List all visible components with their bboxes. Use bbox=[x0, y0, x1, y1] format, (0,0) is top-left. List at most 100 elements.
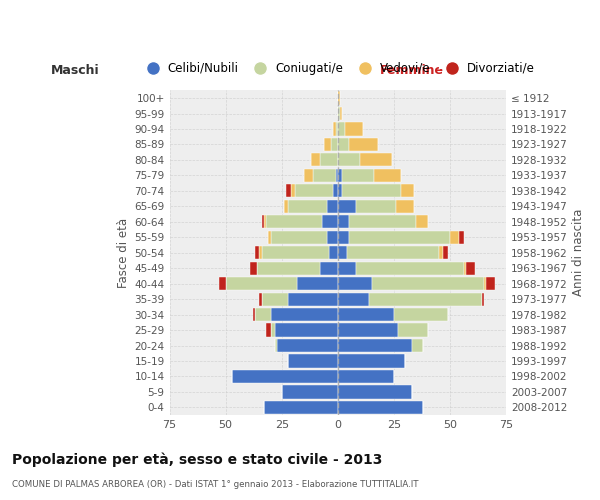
Bar bbox=[484, 277, 486, 290]
Bar bbox=[262, 292, 289, 306]
Bar bbox=[349, 215, 416, 228]
Bar bbox=[255, 246, 259, 260]
Bar bbox=[262, 246, 329, 260]
Bar bbox=[284, 200, 289, 213]
Bar bbox=[412, 339, 423, 352]
Bar bbox=[338, 200, 356, 213]
Bar bbox=[226, 277, 298, 290]
Bar bbox=[311, 154, 320, 166]
Bar bbox=[338, 230, 349, 244]
Bar bbox=[291, 184, 295, 198]
Bar bbox=[289, 354, 338, 368]
Bar bbox=[334, 184, 338, 198]
Bar bbox=[439, 246, 443, 260]
Bar bbox=[313, 169, 335, 182]
Bar bbox=[338, 92, 340, 104]
Bar bbox=[266, 215, 322, 228]
Bar bbox=[361, 154, 392, 166]
Text: Popolazione per età, sesso e stato civile - 2013: Popolazione per età, sesso e stato civil… bbox=[12, 452, 382, 467]
Bar bbox=[459, 230, 464, 244]
Bar bbox=[482, 292, 484, 306]
Bar bbox=[356, 200, 396, 213]
Bar bbox=[486, 277, 495, 290]
Bar bbox=[338, 138, 349, 151]
Bar bbox=[275, 339, 277, 352]
Bar bbox=[347, 246, 439, 260]
Bar bbox=[356, 262, 464, 275]
Y-axis label: Anni di nascita: Anni di nascita bbox=[572, 209, 585, 296]
Bar bbox=[331, 138, 338, 151]
Bar bbox=[255, 308, 271, 321]
Bar bbox=[295, 184, 334, 198]
Bar bbox=[374, 169, 401, 182]
Bar bbox=[343, 169, 374, 182]
Text: Femmine: Femmine bbox=[380, 64, 444, 78]
Bar bbox=[338, 246, 347, 260]
Bar bbox=[277, 339, 338, 352]
Bar bbox=[322, 215, 338, 228]
Bar bbox=[338, 354, 405, 368]
Bar bbox=[338, 401, 423, 414]
Bar bbox=[253, 308, 255, 321]
Bar bbox=[289, 292, 338, 306]
Bar bbox=[338, 324, 398, 336]
Bar bbox=[401, 184, 414, 198]
Legend: Celibi/Nubili, Coniugati/e, Vedovi/e, Divorziati/e: Celibi/Nubili, Coniugati/e, Vedovi/e, Di… bbox=[136, 57, 540, 80]
Bar bbox=[329, 246, 338, 260]
Bar bbox=[266, 324, 271, 336]
Bar bbox=[450, 230, 459, 244]
Bar bbox=[443, 246, 448, 260]
Bar bbox=[338, 277, 371, 290]
Bar bbox=[338, 184, 343, 198]
Bar bbox=[369, 292, 482, 306]
Bar bbox=[271, 230, 326, 244]
Bar bbox=[304, 169, 313, 182]
Bar bbox=[338, 169, 343, 182]
Text: COMUNE DI PALMAS ARBOREA (OR) - Dati ISTAT 1° gennaio 2013 - Elaborazione TUTTIT: COMUNE DI PALMAS ARBOREA (OR) - Dati IST… bbox=[12, 480, 419, 489]
Bar bbox=[349, 230, 450, 244]
Bar bbox=[335, 122, 338, 136]
Bar bbox=[326, 230, 338, 244]
Bar bbox=[349, 138, 378, 151]
Bar bbox=[338, 262, 356, 275]
Bar bbox=[343, 184, 401, 198]
Bar bbox=[394, 308, 448, 321]
Y-axis label: Fasce di età: Fasce di età bbox=[117, 218, 130, 288]
Bar bbox=[271, 324, 275, 336]
Bar bbox=[282, 386, 338, 398]
Bar bbox=[264, 401, 338, 414]
Bar bbox=[259, 292, 262, 306]
Bar bbox=[259, 246, 262, 260]
Bar bbox=[275, 324, 338, 336]
Bar bbox=[250, 262, 257, 275]
Bar bbox=[396, 200, 414, 213]
Bar bbox=[371, 277, 484, 290]
Bar bbox=[338, 308, 394, 321]
Bar bbox=[320, 154, 338, 166]
Text: Maschi: Maschi bbox=[51, 64, 100, 78]
Bar bbox=[338, 370, 394, 383]
Bar bbox=[398, 324, 428, 336]
Bar bbox=[289, 200, 326, 213]
Bar bbox=[271, 308, 338, 321]
Bar bbox=[219, 277, 226, 290]
Bar bbox=[338, 107, 340, 120]
Bar bbox=[264, 215, 266, 228]
Bar bbox=[335, 169, 338, 182]
Bar bbox=[298, 277, 338, 290]
Bar bbox=[344, 122, 362, 136]
Bar bbox=[338, 386, 412, 398]
Bar bbox=[338, 122, 344, 136]
Bar bbox=[340, 107, 343, 120]
Bar bbox=[338, 292, 369, 306]
Bar bbox=[338, 215, 349, 228]
Bar bbox=[338, 154, 361, 166]
Bar bbox=[262, 215, 264, 228]
Bar bbox=[416, 215, 428, 228]
Bar bbox=[268, 230, 271, 244]
Bar bbox=[286, 184, 291, 198]
Bar bbox=[326, 200, 338, 213]
Bar bbox=[232, 370, 338, 383]
Bar bbox=[320, 262, 338, 275]
Bar bbox=[325, 138, 331, 151]
